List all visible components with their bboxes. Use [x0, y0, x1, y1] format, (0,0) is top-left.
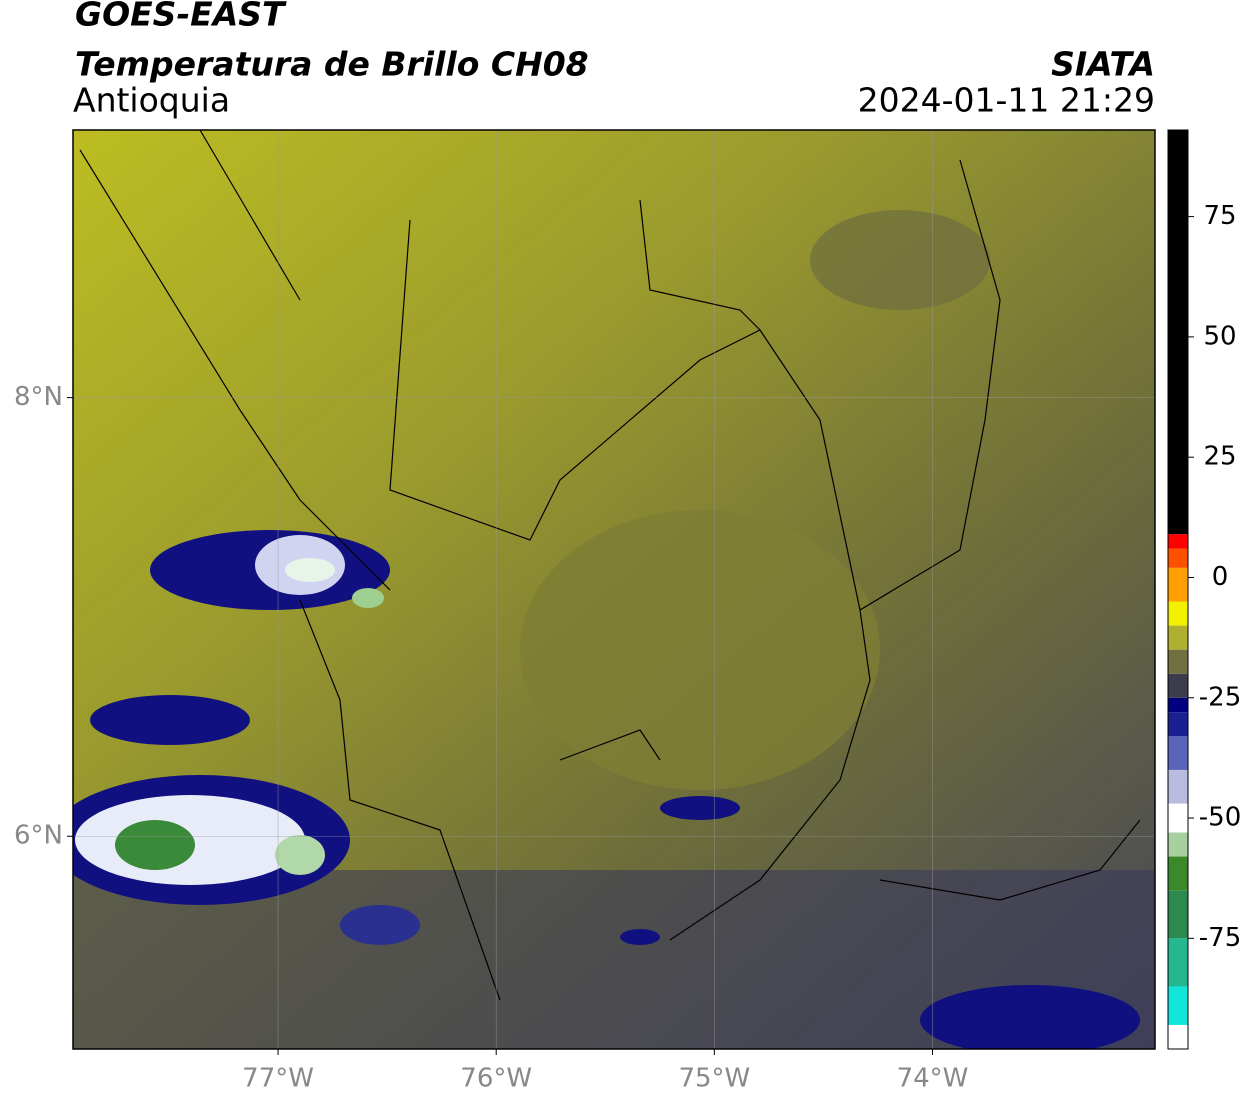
colorbar-band	[1168, 938, 1188, 987]
x-tick-label: 76°W	[460, 1064, 532, 1094]
colorbar-band	[1168, 1024, 1188, 1049]
colorbar	[1168, 130, 1188, 1049]
colorbar-band	[1168, 649, 1188, 674]
map-image	[73, 130, 1155, 1049]
colorbar-band	[1168, 697, 1188, 713]
colorbar-band	[1168, 986, 1188, 1025]
colorbar-tick-label: -25	[1199, 682, 1241, 712]
colorbar-band	[1168, 534, 1188, 549]
y-tick-label: 8°N	[14, 382, 63, 412]
y-tick-label: 6°N	[14, 821, 63, 851]
colorbar-tick-label: 50	[1203, 321, 1236, 351]
colorbar-band	[1168, 736, 1188, 770]
grid	[73, 130, 1155, 1049]
colorbar-band	[1168, 673, 1188, 698]
colorbar-tick-label: 0	[1212, 562, 1229, 592]
x-tick-label: 77°W	[242, 1064, 314, 1094]
region: Antioquia	[73, 81, 230, 120]
colorbar-tick-label: 25	[1203, 442, 1236, 472]
subtitle: Temperatura de Brillo CH08	[75, 45, 589, 84]
colorbar-band	[1168, 803, 1188, 833]
colorbar-band	[1168, 856, 1188, 891]
colorbar-band	[1168, 769, 1188, 804]
colorbar-band	[1168, 567, 1188, 602]
colorbar-tick-label: -50	[1199, 803, 1241, 833]
x-tick-label: 74°W	[897, 1064, 969, 1094]
colorbar-band	[1168, 625, 1188, 650]
x-tick-label: 75°W	[678, 1064, 750, 1094]
colorbar-tick-label: -75	[1199, 923, 1241, 953]
colorbar-frame	[1167, 129, 1189, 1050]
colorbar-band	[1168, 130, 1188, 535]
colorbar-band	[1168, 712, 1188, 737]
colorbar-band	[1168, 890, 1188, 939]
source: SIATA	[1051, 45, 1155, 84]
map-frame	[72, 129, 1156, 1050]
datetime: 2024-01-11 21:29	[858, 81, 1155, 120]
title: GOES-EAST	[75, 0, 287, 34]
colorbar-tick-label: 75	[1203, 201, 1236, 231]
colorbar-band	[1168, 832, 1188, 857]
colorbar-band	[1168, 601, 1188, 626]
colorbar-band	[1168, 548, 1188, 568]
